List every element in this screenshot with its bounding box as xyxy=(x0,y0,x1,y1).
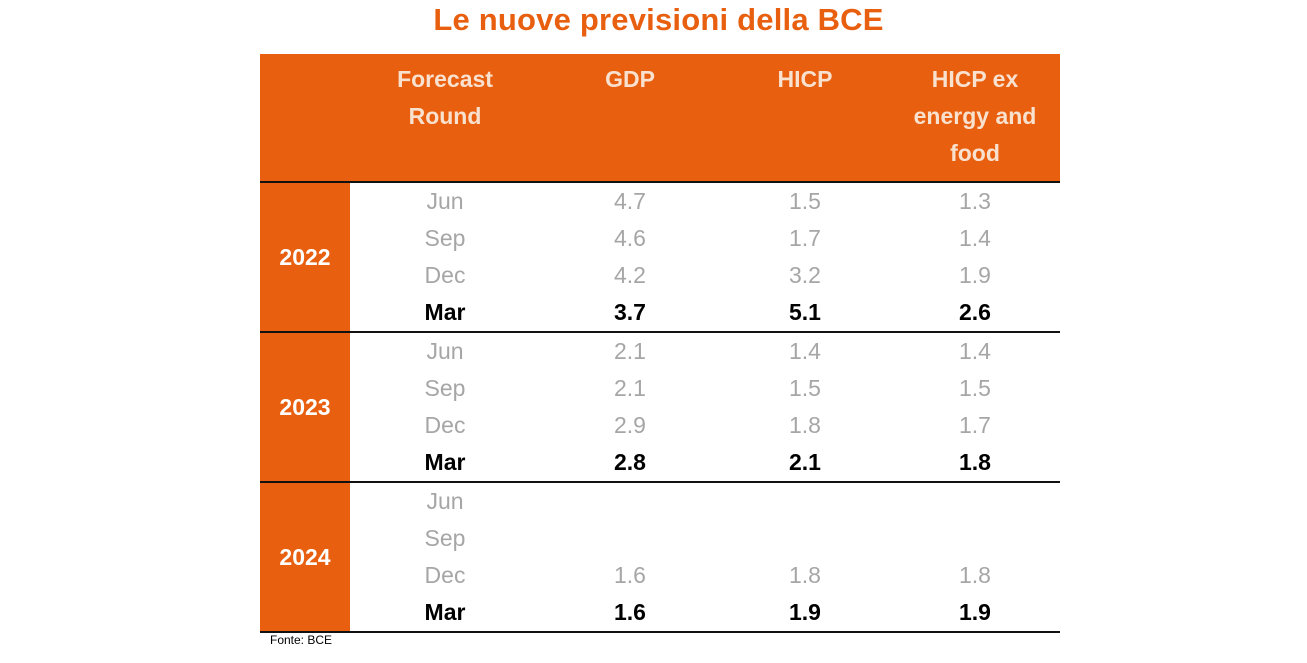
header-forecast-round: Forecast Round xyxy=(397,66,493,129)
round-cell: Jun xyxy=(426,188,464,214)
round-cell: Mar xyxy=(424,599,466,625)
gdp-cell: 2.1 xyxy=(614,375,646,401)
round-cell: Sep xyxy=(424,375,466,401)
table-row: Sep 4.6 1.7 1.4 xyxy=(350,220,1060,257)
chart-title: Le nuove previsioni della BCE xyxy=(433,2,884,37)
core-cell: 2.6 xyxy=(959,299,991,325)
gdp-cell: 1.6 xyxy=(614,599,646,625)
table-row: Sep xyxy=(350,520,1060,557)
core-cell: 1.9 xyxy=(959,599,991,625)
table-body: 2022 Jun 4.7 1.5 1.3 Sep 4.6 1.7 1.4 Dec 4.2 3.2 1.9… xyxy=(260,181,1060,633)
gdp-cell: 4.2 xyxy=(614,262,646,288)
gdp-cell: 2.8 xyxy=(614,449,646,475)
core-cell: 1.7 xyxy=(959,412,991,438)
round-cell: Sep xyxy=(424,525,466,551)
table-row: Dec 2.9 1.8 1.7 xyxy=(350,407,1060,444)
hicp-cell: 1.8 xyxy=(789,562,821,588)
source-note: Fonte: BCE xyxy=(270,633,333,647)
table-row: Jun 4.7 1.5 1.3 xyxy=(350,183,1060,220)
core-cell xyxy=(890,483,1060,520)
year-group-2022: 2022 Jun 4.7 1.5 1.3 Sep 4.6 1.7 1.4 Dec 4.2 3.2 1.9… xyxy=(260,181,1060,331)
core-cell: 1.4 xyxy=(959,338,991,364)
table-row: Dec 1.6 1.8 1.8 xyxy=(350,557,1060,594)
header-hicp-core: HICP ex energy and food xyxy=(913,66,1037,166)
core-cell: 1.8 xyxy=(959,562,991,588)
hicp-cell: 5.1 xyxy=(789,299,821,325)
forecast-table: Forecast Round GDP HICP HICP ex energy a… xyxy=(260,54,1060,633)
gdp-cell: 4.7 xyxy=(614,188,646,214)
hicp-cell: 1.5 xyxy=(789,188,821,214)
table-row: Sep 2.1 1.5 1.5 xyxy=(350,370,1060,407)
round-cell: Sep xyxy=(424,225,466,251)
round-cell: Dec xyxy=(424,412,466,438)
table-row: Mar 1.6 1.9 1.9 xyxy=(350,594,1060,631)
table-row: Jun 2.1 1.4 1.4 xyxy=(350,333,1060,370)
hicp-cell: 1.4 xyxy=(789,338,821,364)
round-cell: Mar xyxy=(424,449,466,475)
gdp-cell: 2.9 xyxy=(614,412,646,438)
table-row: Jun xyxy=(350,483,1060,520)
hicp-cell: 2.1 xyxy=(789,449,821,475)
hicp-cell: 1.5 xyxy=(789,375,821,401)
round-cell: Dec xyxy=(424,562,466,588)
core-cell: 1.3 xyxy=(959,188,991,214)
gdp-cell: 3.7 xyxy=(614,299,646,325)
core-cell: 1.5 xyxy=(959,375,991,401)
year-label: 2022 xyxy=(260,183,350,331)
year-label: 2024 xyxy=(260,483,350,631)
table-row: Mar 2.8 2.1 1.8 xyxy=(350,444,1060,481)
table-row: Dec 4.2 3.2 1.9 xyxy=(350,257,1060,294)
hicp-cell: 3.2 xyxy=(789,262,821,288)
gdp-cell: 2.1 xyxy=(614,338,646,364)
gdp-cell xyxy=(540,483,720,520)
hicp-cell xyxy=(720,483,890,520)
core-cell xyxy=(890,520,1060,557)
hicp-cell: 1.7 xyxy=(789,225,821,251)
year-group-2023: 2023 Jun 2.1 1.4 1.4 Sep 2.1 1.5 1.5 Dec 2.9 1.8 1.7… xyxy=(260,331,1060,481)
round-cell: Mar xyxy=(424,299,466,325)
gdp-cell: 1.6 xyxy=(614,562,646,588)
round-cell: Dec xyxy=(424,262,466,288)
gdp-cell: 4.6 xyxy=(614,225,646,251)
table-header: Forecast Round GDP HICP HICP ex energy a… xyxy=(260,54,1060,181)
header-hicp: HICP xyxy=(777,66,833,92)
hicp-cell: 1.9 xyxy=(789,599,821,625)
round-cell: Jun xyxy=(426,338,464,364)
hicp-cell: 1.8 xyxy=(789,412,821,438)
table-row: Mar 3.7 5.1 2.6 xyxy=(350,294,1060,331)
core-cell: 1.4 xyxy=(959,225,991,251)
year-label: 2023 xyxy=(260,333,350,481)
header-gdp: GDP xyxy=(605,66,655,92)
round-cell: Jun xyxy=(426,488,464,514)
core-cell: 1.9 xyxy=(959,262,991,288)
hicp-cell xyxy=(720,520,890,557)
core-cell: 1.8 xyxy=(959,449,991,475)
year-group-2024: 2024 Jun Sep Dec 1.6 1.8 1.8 Mar 1.6 1.9 1.9 xyxy=(260,481,1060,633)
gdp-cell xyxy=(540,520,720,557)
